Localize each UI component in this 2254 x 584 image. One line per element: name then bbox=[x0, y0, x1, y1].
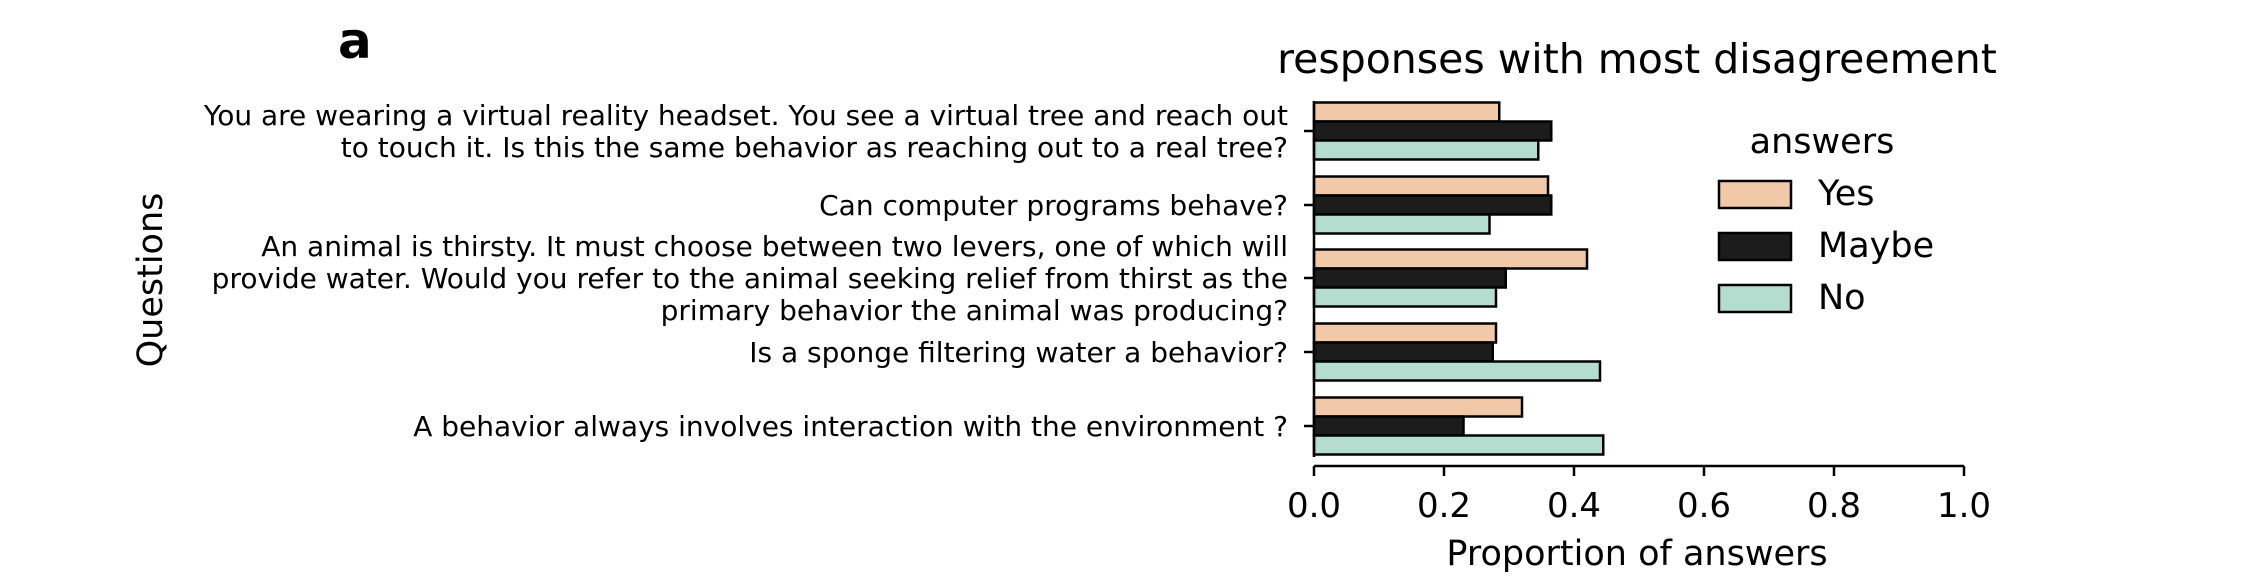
x-tick-label-2: 0.4 bbox=[1547, 486, 1601, 526]
legend-swatch-no bbox=[1717, 283, 1793, 314]
legend-label-maybe: Maybe bbox=[1818, 226, 1934, 266]
question-labels: You are wearing a virtual reality headse… bbox=[203, 99, 1288, 443]
question-label-1-line-2: to touch it. Is this the same behavior a… bbox=[341, 131, 1288, 164]
y-axis-label: Questions bbox=[131, 193, 171, 368]
y-axis bbox=[1304, 101, 1316, 457]
bar-yes-3 bbox=[1312, 248, 1589, 270]
legend-label-no: No bbox=[1818, 278, 1866, 318]
legend-label-yes: Yes bbox=[1817, 174, 1875, 214]
chart-title: responses with most disagreement bbox=[1277, 35, 1997, 83]
bar-no-5 bbox=[1312, 434, 1605, 456]
question-label-3-line-3: primary behavior the animal was producin… bbox=[661, 294, 1288, 327]
bar-no-2 bbox=[1312, 213, 1491, 235]
question-label-1-line-1: You are wearing a virtual reality headse… bbox=[203, 99, 1288, 132]
bar-yes-2 bbox=[1312, 175, 1550, 197]
bar-maybe-2 bbox=[1312, 194, 1553, 216]
legend-swatch-yes bbox=[1717, 179, 1793, 210]
question-label-5-line-1: A behavior always involves interaction w… bbox=[413, 410, 1288, 443]
question-label-2-line-1: Can computer programs behave? bbox=[819, 189, 1288, 222]
bar-yes-4 bbox=[1312, 322, 1498, 344]
bar-maybe-4 bbox=[1312, 341, 1494, 363]
x-tick-label-0: 0.0 bbox=[1287, 486, 1341, 526]
x-axis-label: Proportion of answers bbox=[1446, 534, 1827, 574]
question-label-3-line-2: provide water. Would you refer to the an… bbox=[212, 262, 1288, 295]
bars-group bbox=[1312, 101, 1605, 456]
legend-title: answers bbox=[1750, 122, 1895, 162]
x-tick-label-5: 1.0 bbox=[1937, 486, 1991, 526]
x-tick-label-3: 0.6 bbox=[1677, 486, 1731, 526]
bar-maybe-3 bbox=[1312, 267, 1507, 289]
bar-yes-1 bbox=[1312, 101, 1501, 123]
bar-no-3 bbox=[1312, 286, 1498, 308]
bar-yes-5 bbox=[1312, 396, 1524, 418]
bar-no-4 bbox=[1312, 360, 1602, 382]
bar-no-1 bbox=[1312, 139, 1540, 161]
panel-label: a bbox=[338, 12, 372, 70]
bar-maybe-1 bbox=[1312, 120, 1553, 142]
question-label-3-line-1: An animal is thirsty. It must choose bet… bbox=[261, 230, 1288, 263]
x-tick-label-4: 0.8 bbox=[1807, 486, 1861, 526]
legend: answers Yes Maybe No bbox=[1717, 122, 1934, 318]
legend-swatch-maybe bbox=[1717, 231, 1793, 262]
x-axis: 0.0 0.2 0.4 0.6 0.8 1.0 bbox=[1287, 464, 1991, 526]
bar-maybe-5 bbox=[1312, 415, 1465, 437]
question-label-4-line-1: Is a sponge filtering water a behavior? bbox=[749, 336, 1288, 369]
x-tick-label-1: 0.2 bbox=[1417, 486, 1471, 526]
